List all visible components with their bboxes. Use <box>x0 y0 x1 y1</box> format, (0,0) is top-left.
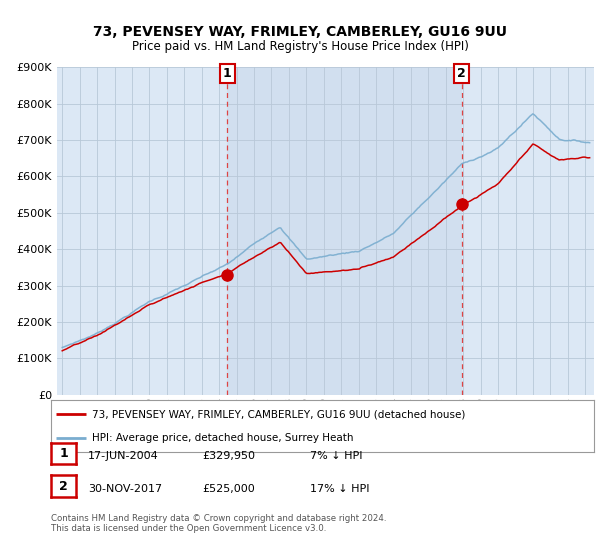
Text: 17% ↓ HPI: 17% ↓ HPI <box>310 484 370 494</box>
Text: 2: 2 <box>59 479 68 493</box>
Text: 2: 2 <box>457 67 466 80</box>
Text: 1: 1 <box>223 67 232 80</box>
Text: Contains HM Land Registry data © Crown copyright and database right 2024.
This d: Contains HM Land Registry data © Crown c… <box>51 514 386 534</box>
Text: Price paid vs. HM Land Registry's House Price Index (HPI): Price paid vs. HM Land Registry's House … <box>131 40 469 53</box>
Text: £525,000: £525,000 <box>202 484 255 494</box>
Text: 73, PEVENSEY WAY, FRIMLEY, CAMBERLEY, GU16 9UU (detached house): 73, PEVENSEY WAY, FRIMLEY, CAMBERLEY, GU… <box>92 409 465 419</box>
Bar <box>227 67 462 395</box>
Text: 73, PEVENSEY WAY, FRIMLEY, CAMBERLEY, GU16 9UU: 73, PEVENSEY WAY, FRIMLEY, CAMBERLEY, GU… <box>93 25 507 39</box>
Text: HPI: Average price, detached house, Surrey Heath: HPI: Average price, detached house, Surr… <box>92 433 353 443</box>
Text: 7% ↓ HPI: 7% ↓ HPI <box>310 451 362 461</box>
Text: 17-JUN-2004: 17-JUN-2004 <box>88 451 159 461</box>
Text: 1: 1 <box>59 447 68 460</box>
Text: £329,950: £329,950 <box>202 451 255 461</box>
Text: 30-NOV-2017: 30-NOV-2017 <box>88 484 163 494</box>
